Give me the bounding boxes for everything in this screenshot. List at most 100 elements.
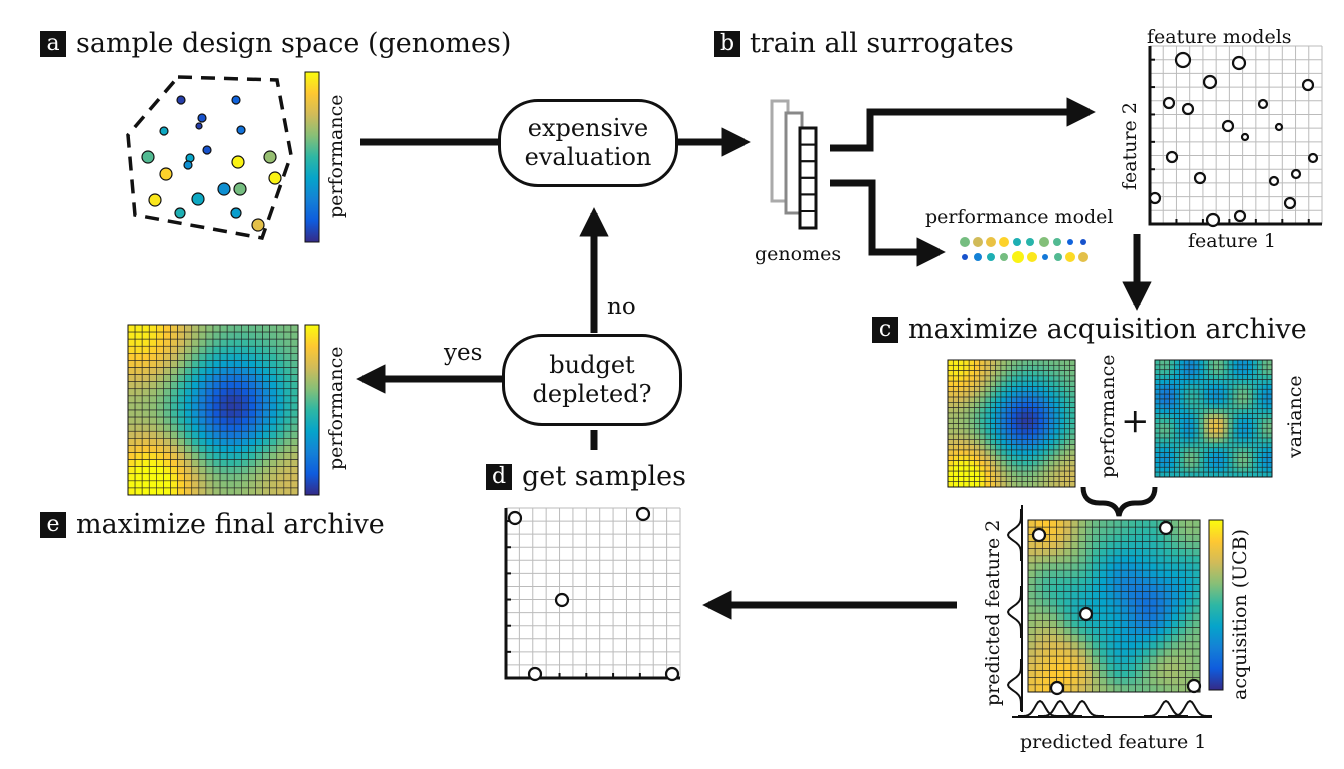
heatmap-cell <box>1085 584 1093 592</box>
heatmap-cell <box>1070 548 1079 557</box>
heatmap-cell <box>1027 470 1033 477</box>
heatmap-cell <box>212 360 221 368</box>
heatmap-cell <box>1049 519 1057 528</box>
heatmap-cell <box>968 476 975 483</box>
heatmap-cell <box>127 452 136 460</box>
panel-b-letter: b <box>714 31 740 57</box>
heatmap-cell <box>184 381 193 390</box>
heatmap-cell <box>1154 442 1161 449</box>
heatmap-cell <box>1106 598 1115 607</box>
heatmap-cell <box>212 331 221 340</box>
heatmap-cell <box>226 388 235 397</box>
heatmap-cell <box>1213 423 1219 429</box>
heatmap-cell <box>1063 627 1072 635</box>
heatmap-cell <box>290 381 299 390</box>
heatmap-cell <box>1247 413 1253 419</box>
heatmap-cell <box>1192 569 1201 578</box>
heatmap-cell <box>1208 452 1214 458</box>
heatmap-cell <box>134 360 143 368</box>
heatmap-cell <box>170 423 178 432</box>
heatmap-cell <box>974 428 981 435</box>
heatmap-cell <box>979 407 986 414</box>
heatmap-cell <box>241 409 249 418</box>
heatmap-cell <box>1193 359 1200 366</box>
heatmap-cell <box>1135 598 1143 607</box>
heatmap-cell <box>1000 423 1007 430</box>
heatmap-cell <box>1092 526 1100 535</box>
heatmap-cell <box>1193 413 1200 419</box>
heatmap-cell <box>134 395 143 404</box>
perf-dot <box>1054 253 1062 261</box>
heatmap-cell <box>1159 452 1166 458</box>
heatmap-cell <box>1237 398 1244 405</box>
heatmap-cell <box>1027 412 1033 419</box>
heatmap-cell <box>177 430 185 439</box>
heatmap-cell <box>269 324 278 333</box>
heatmap-cell <box>1021 439 1028 445</box>
heatmap-cell <box>947 370 954 377</box>
heatmap-cell <box>205 374 214 382</box>
heatmap-cell <box>1042 412 1049 419</box>
heatmap-cell <box>163 374 171 382</box>
heatmap-cell <box>1149 684 1158 693</box>
heatmap-cell <box>233 473 242 482</box>
heatmap-cell <box>1193 398 1200 405</box>
heatmap-cell <box>127 459 136 467</box>
heatmap-cell <box>156 430 164 439</box>
heatmap-cell <box>1237 413 1244 419</box>
heatmap-cell <box>184 416 193 425</box>
heatmap-cell <box>1188 408 1195 414</box>
heatmap-cell <box>1178 677 1186 686</box>
heatmap-cell <box>1171 627 1179 635</box>
heatmap-cell <box>1232 374 1239 380</box>
heatmap-cell <box>177 360 185 368</box>
heatmap-cell <box>1193 364 1200 371</box>
heatmap-cell <box>1169 408 1175 414</box>
heatmap-cell <box>1185 641 1194 650</box>
perf-dot <box>1067 239 1073 245</box>
heatmap-cell <box>1232 384 1239 390</box>
heatmap-cell <box>984 364 991 371</box>
heatmap-cell <box>191 353 200 361</box>
perf-dot <box>1053 238 1061 246</box>
heatmap-cell <box>156 402 164 411</box>
heatmap-cell <box>1005 396 1012 403</box>
heatmap-cell <box>1252 359 1258 366</box>
heatmap-cell <box>1042 555 1050 564</box>
heatmap-cell <box>1178 627 1186 635</box>
heatmap-cell <box>156 345 164 354</box>
heatmap-cell <box>979 460 986 467</box>
perf-dot <box>974 253 982 261</box>
heatmap-cell <box>290 445 299 453</box>
heatmap-cell <box>1058 380 1065 387</box>
heatmap-cell <box>1237 437 1244 444</box>
heatmap-cell <box>1154 437 1161 444</box>
heatmap-cell <box>1208 403 1214 410</box>
heatmap-cell <box>156 360 164 368</box>
heatmap-cell <box>269 360 278 368</box>
heatmap-cell <box>219 345 228 354</box>
heatmap-cell <box>1198 442 1205 449</box>
heatmap-cell <box>1178 598 1186 607</box>
heatmap-cell <box>1171 605 1179 614</box>
heatmap-cell <box>1192 598 1201 607</box>
heatmap-cell <box>1099 598 1108 607</box>
heatmap-cell <box>1257 442 1263 449</box>
heatmap-cell <box>156 353 164 361</box>
heatmap-cell <box>163 353 171 361</box>
heatmap-cell <box>226 459 235 467</box>
heatmap-cell <box>1154 364 1161 371</box>
heatmap-cell <box>1142 605 1151 614</box>
heatmap-cell <box>1000 439 1007 445</box>
heatmap-cell <box>1077 620 1086 628</box>
heatmap-cell <box>947 407 954 414</box>
heatmap-cell <box>1092 605 1100 614</box>
heatmap-cell <box>1069 465 1076 472</box>
heatmap-cell <box>1027 598 1036 607</box>
heatmap-cell <box>1016 386 1023 393</box>
edge-no-label: no <box>607 294 636 320</box>
heatmap-cell <box>1042 470 1049 477</box>
heatmap-cell <box>1242 388 1248 395</box>
heatmap-cell <box>974 433 981 440</box>
heatmap-cell <box>968 359 975 366</box>
